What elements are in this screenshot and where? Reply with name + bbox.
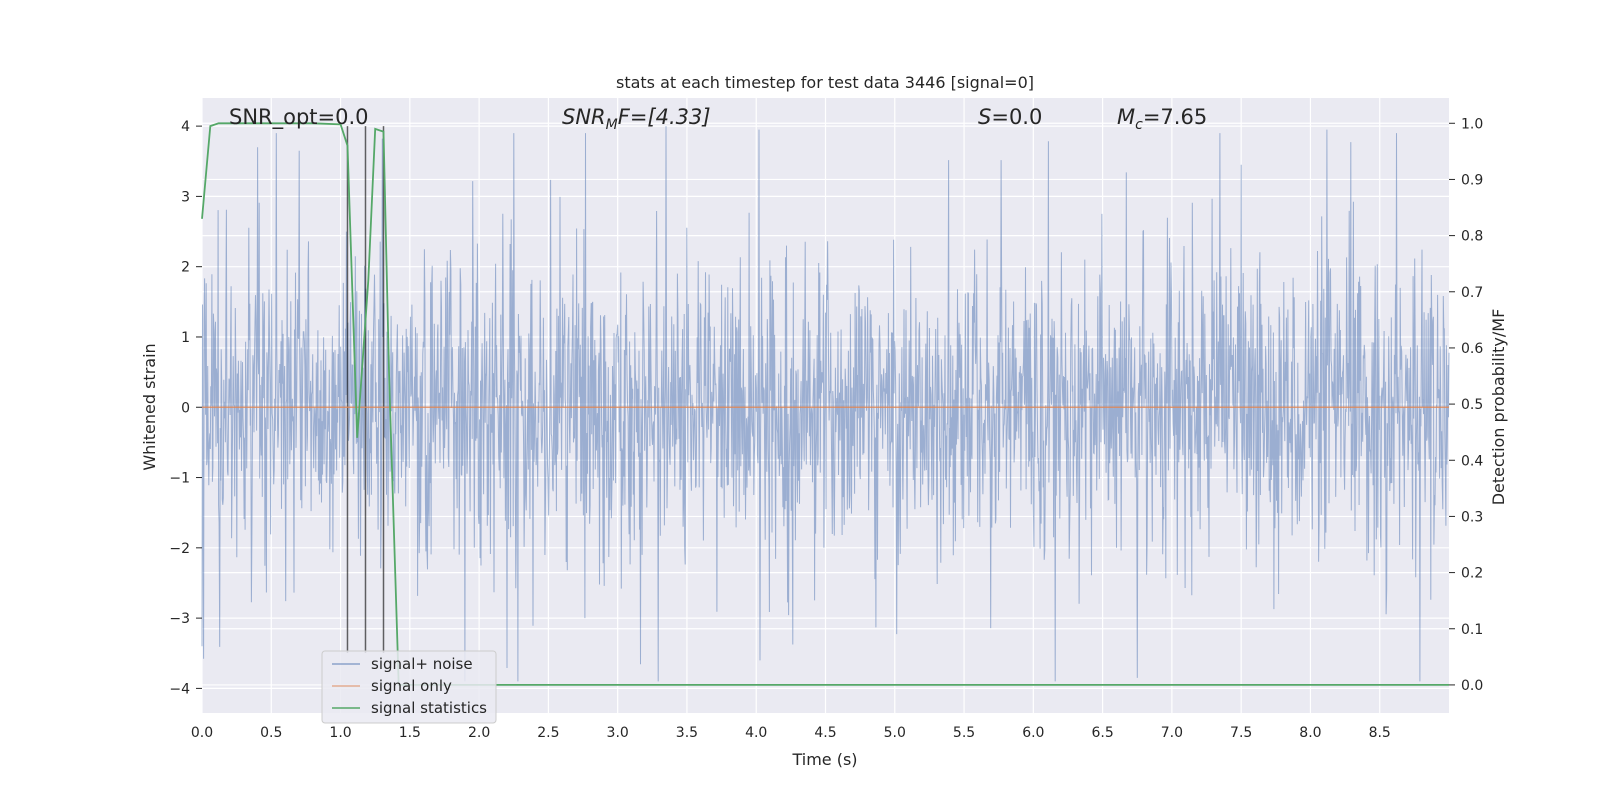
y-tick-label-right: 0.0: [1461, 678, 1483, 694]
y-tick-label-left: 0: [181, 400, 190, 416]
x-axis-label: Time (s): [791, 750, 857, 769]
y-tick-label-right: 0.9: [1461, 172, 1483, 188]
y-tick-label-right: 0.6: [1461, 341, 1483, 357]
x-tick-label: 3.0: [607, 725, 629, 741]
x-tick-label: 2.0: [468, 725, 490, 741]
x-tick-label: 1.0: [329, 725, 351, 741]
x-tick-label: 5.5: [953, 725, 975, 741]
annotation-snr-mf: SNRMF=[4.33]: [562, 105, 711, 133]
annotation-mc: Mc=7.65: [1117, 105, 1207, 133]
x-tick-label: 0.0: [191, 725, 213, 741]
y-tick-label-right: 0.7: [1461, 285, 1483, 301]
y-tick-label-left: 2: [181, 260, 190, 276]
y-tick-label-right: 0.3: [1461, 509, 1483, 525]
y-tick-label-right: 0.4: [1461, 453, 1483, 469]
legend-label-signal-only: signal only: [371, 677, 452, 695]
legend: signal+ noise signal only signal statist…: [321, 650, 497, 724]
right-tick-labels: 1.0 0.9 0.8 0.7 0.6 0.5 0.4 0.3 0.2 0.1 0.0: [1449, 116, 1483, 694]
x-tick-label: 0.5: [260, 725, 282, 741]
x-tick-label: 7.0: [1161, 725, 1183, 741]
chart-title: stats at each timestep for test data 344…: [616, 73, 1034, 92]
vertical-markers: [346, 126, 385, 653]
y-axis-label-right: Detection probability/MF: [1489, 309, 1508, 506]
y-tick-label-right: 1.0: [1461, 116, 1483, 132]
x-tick-label: 2.5: [537, 725, 559, 741]
y-axis-label-left: Whitened strain: [140, 343, 159, 470]
y-tick-label-left: −3: [169, 611, 190, 627]
y-tick-label-right: 0.2: [1461, 566, 1483, 582]
y-tick-label-right: 0.1: [1461, 622, 1483, 638]
annotation-s: S=0.0: [978, 105, 1042, 129]
x-tick-label: 7.5: [1230, 725, 1252, 741]
x-tick-label: 3.5: [676, 725, 698, 741]
y-tick-label-right: 0.8: [1461, 229, 1483, 245]
y-tick-label-right: 0.5: [1461, 397, 1483, 413]
y-tick-label-left: −1: [169, 471, 190, 487]
x-tick-label: 6.5: [1091, 725, 1113, 741]
y-tick-label-left: 3: [181, 189, 190, 205]
left-tick-labels: 4 3 2 1 0 −1 −2 −3 −4: [169, 119, 202, 697]
x-tick-labels: 0.0 0.5 1.0 1.5 2.0 2.5 3.0 3.5 4.0 4.5 5.0 5.5 6.0 6…: [191, 725, 1391, 741]
series-signal-noise: [201, 126, 1450, 682]
x-tick-label: 8.0: [1299, 725, 1321, 741]
legend-label-signal-statistics: signal statistics: [371, 699, 487, 717]
x-tick-label: 8.5: [1369, 725, 1391, 741]
legend-label-signal-noise: signal+ noise: [371, 655, 473, 673]
x-tick-label: 6.0: [1022, 725, 1044, 741]
y-tick-label-left: −4: [169, 681, 190, 697]
legend-box: [321, 650, 497, 724]
y-tick-label-left: −2: [169, 541, 190, 557]
x-tick-label: 4.0: [745, 725, 767, 741]
y-tick-label-left: 4: [181, 119, 190, 135]
annotation-snr-opt: SNR_opt=0.0: [229, 105, 369, 130]
x-tick-label: 5.0: [884, 725, 906, 741]
y-tick-label-left: 1: [181, 330, 190, 346]
x-tick-label: 1.5: [399, 725, 421, 741]
x-tick-label: 4.5: [814, 725, 836, 741]
noise-series: [201, 126, 1450, 682]
